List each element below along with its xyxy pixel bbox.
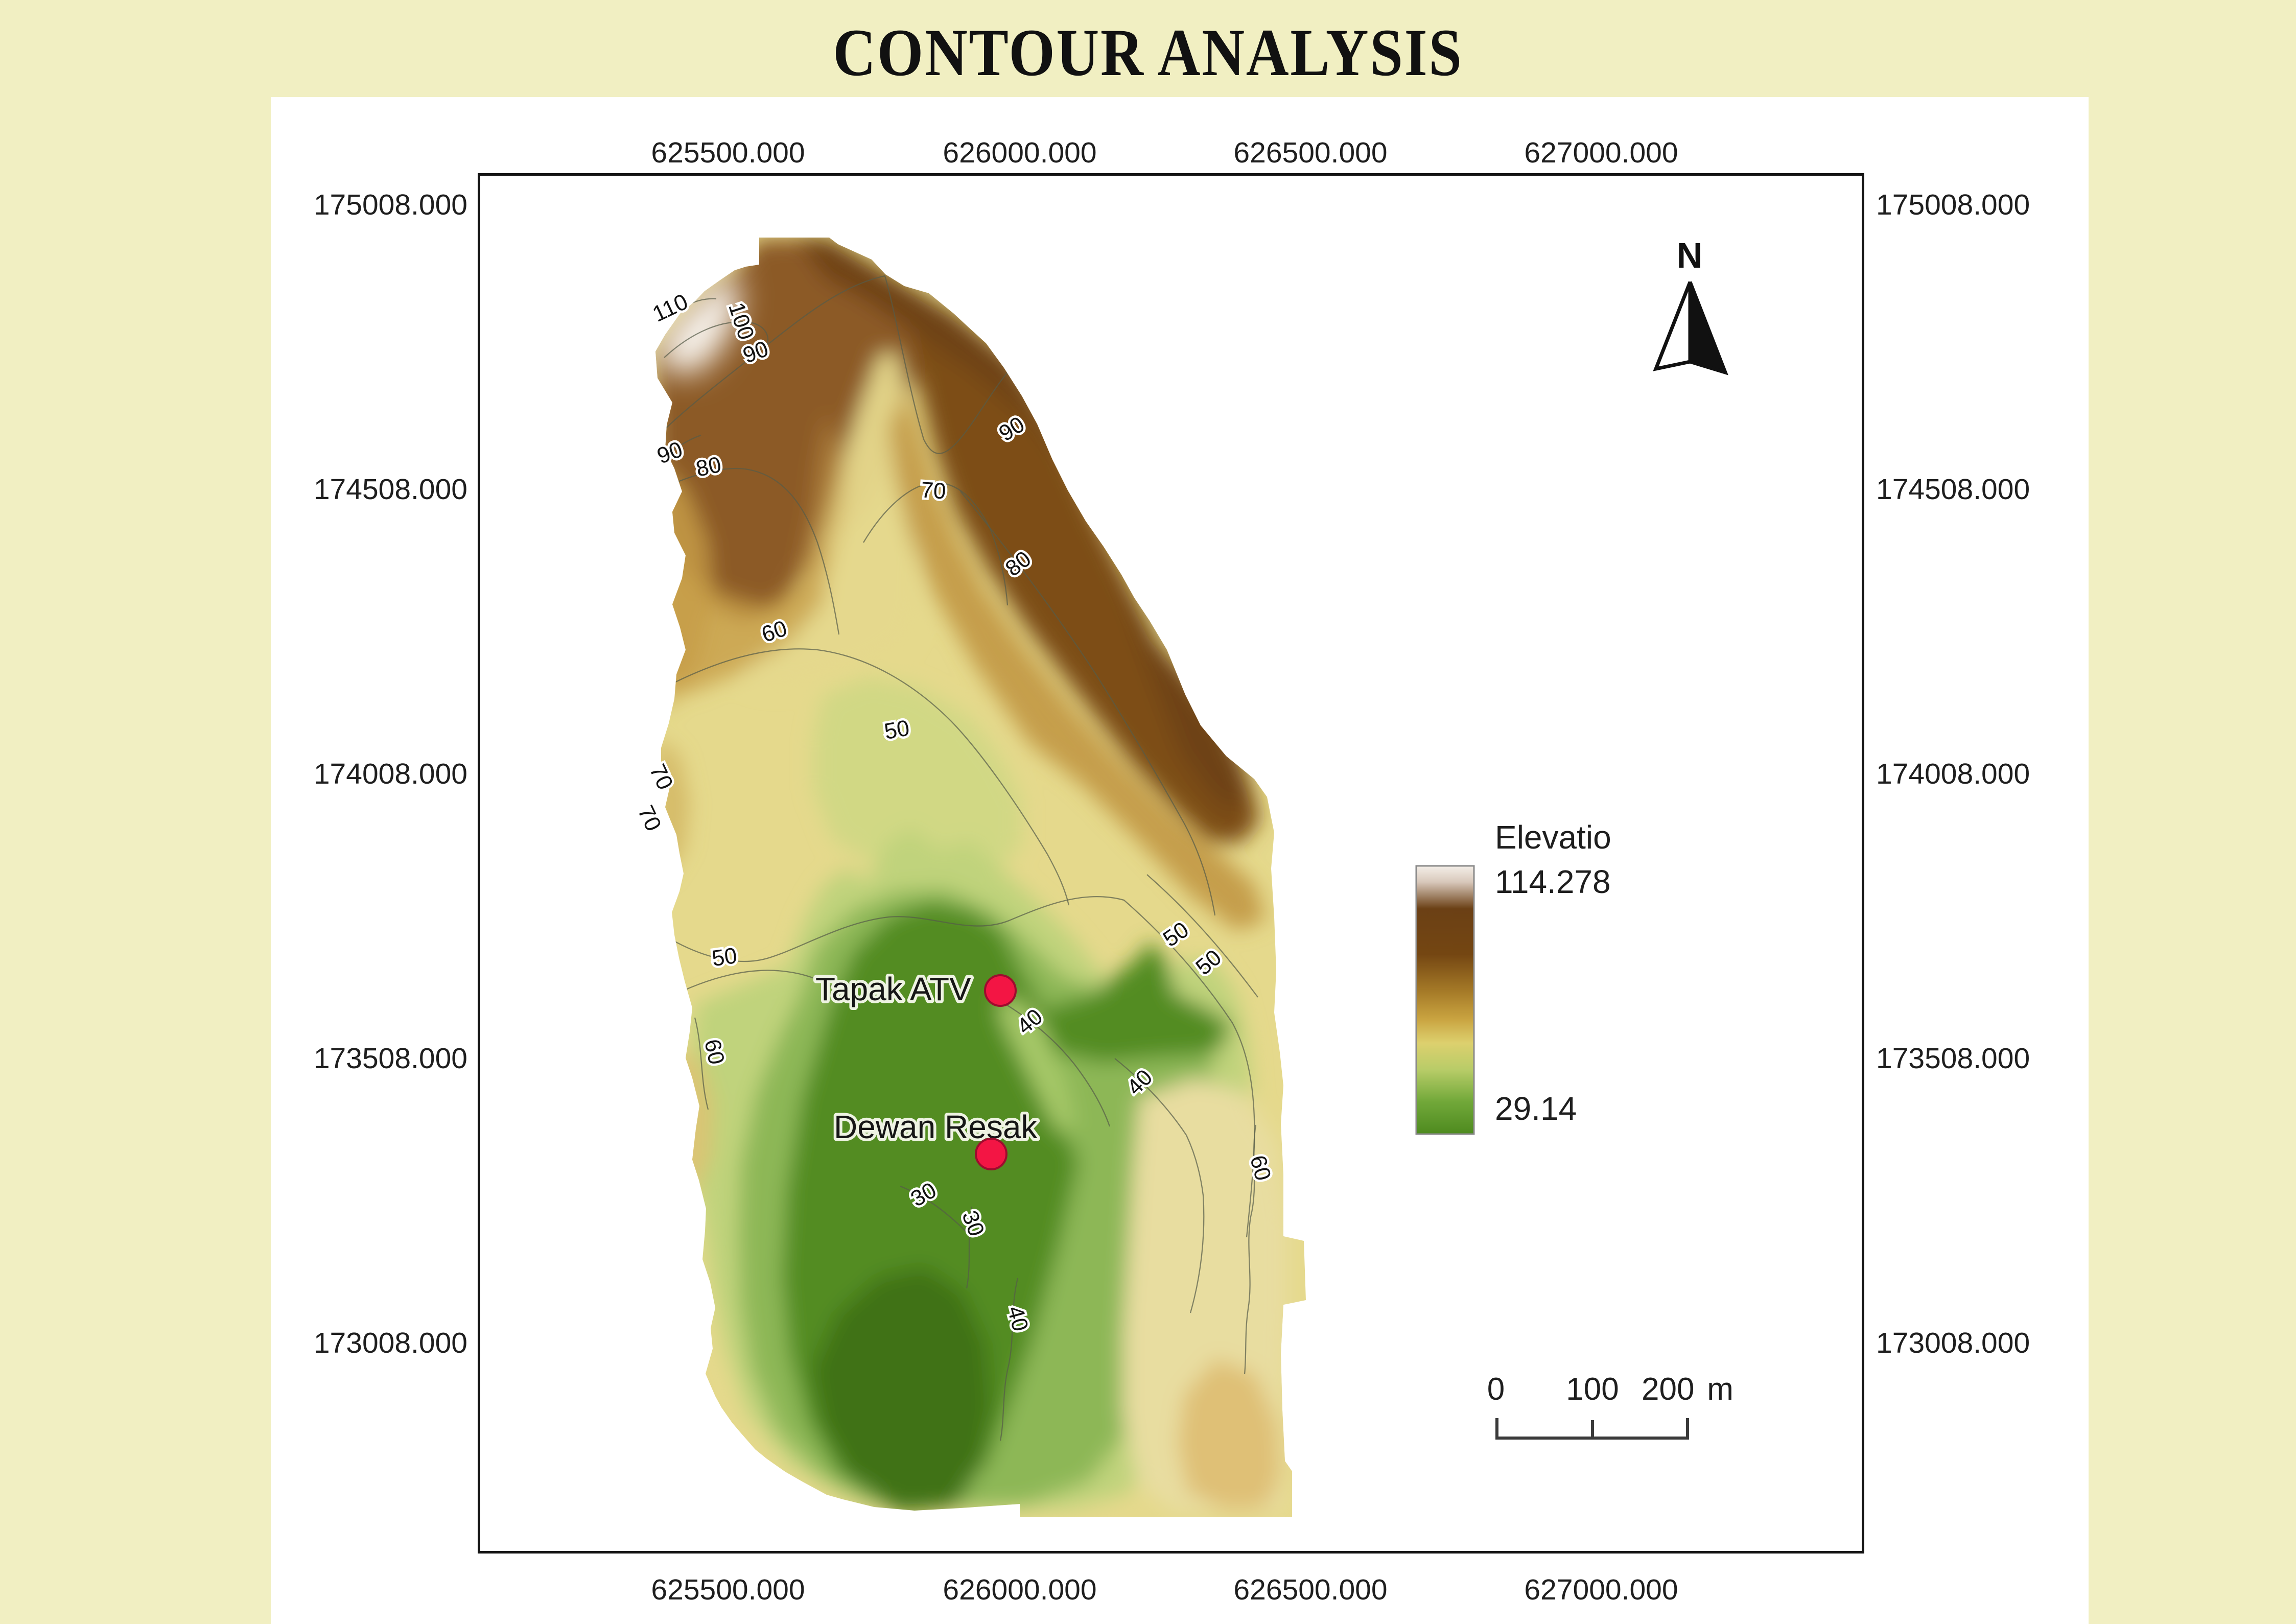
svg-text:114.278: 114.278 [1495, 863, 1611, 900]
svg-text:100: 100 [1566, 1372, 1619, 1407]
svg-text:50: 50 [710, 943, 738, 971]
svg-text:200 m: 200 m [1642, 1372, 1733, 1407]
svg-text:627000.000: 627000.000 [1524, 1573, 1678, 1606]
svg-text:626500.000: 626500.000 [1233, 136, 1387, 169]
svg-text:173008.000: 173008.000 [1876, 1327, 2030, 1359]
svg-text:0: 0 [1487, 1372, 1505, 1407]
svg-text:174508.000: 174508.000 [314, 473, 467, 506]
svg-text:626000.000: 626000.000 [943, 136, 1096, 169]
svg-text:625500.000: 625500.000 [651, 136, 805, 169]
svg-text:50: 50 [882, 715, 911, 744]
svg-text:174008.000: 174008.000 [1876, 758, 2030, 790]
svg-text:626000.000: 626000.000 [943, 1573, 1096, 1606]
svg-text:N: N [1677, 236, 1703, 275]
svg-text:Dewan Resak: Dewan Resak [834, 1109, 1038, 1145]
svg-text:173008.000: 173008.000 [314, 1327, 467, 1359]
svg-text:70: 70 [633, 802, 666, 835]
svg-text:626500.000: 626500.000 [1233, 1573, 1387, 1606]
svg-text:60: 60 [699, 1037, 729, 1067]
svg-text:625500.000: 625500.000 [651, 1573, 805, 1606]
svg-text:174008.000: 174008.000 [314, 758, 467, 790]
svg-text:627000.000: 627000.000 [1524, 136, 1678, 169]
svg-text:174508.000: 174508.000 [1876, 473, 2030, 506]
svg-text:Elevation: Elevation [1495, 819, 1629, 856]
svg-text:175008.000: 175008.000 [1876, 189, 2030, 221]
svg-text:80: 80 [694, 452, 723, 482]
svg-text:173508.000: 173508.000 [314, 1042, 467, 1075]
svg-text:29.14: 29.14 [1495, 1090, 1577, 1127]
svg-text:Tapak ATV: Tapak ATV [815, 971, 971, 1007]
svg-text:173508.000: 173508.000 [1876, 1042, 2030, 1075]
svg-text:70: 70 [920, 477, 947, 504]
svg-text:175008.000: 175008.000 [314, 189, 467, 221]
